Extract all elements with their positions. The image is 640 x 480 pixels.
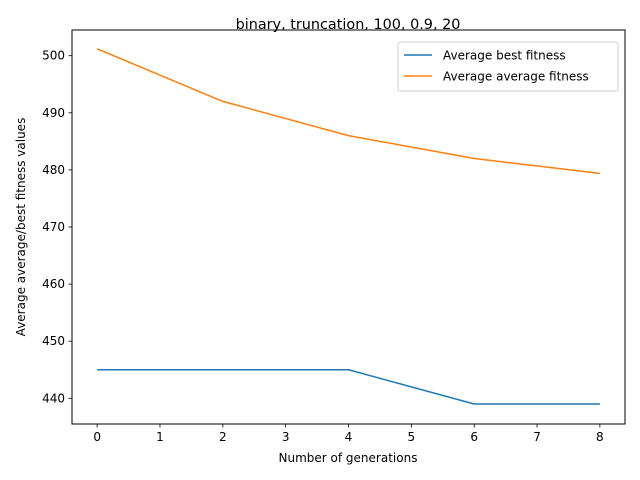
y-axis-title: Average average/best fitness values	[14, 118, 28, 337]
y-tick-label: 490	[42, 106, 65, 120]
axes-frame	[71, 29, 626, 425]
y-tick-label: 500	[42, 49, 65, 63]
plot-area: 0 1 2 3 4 5 6 7 8 440 450 460 470 480 490 500	[42, 48, 604, 444]
x-tick-label: 8	[596, 430, 604, 444]
series-line-2	[96, 48, 600, 175]
x-tick-label: 3	[282, 430, 290, 444]
series-line-1	[97, 369, 600, 405]
legend: Average best fitness Average average fitn…	[397, 41, 619, 92]
chart-title: binary, truncation, 100, 0.9, 20	[236, 17, 461, 33]
y-tick-label: 460	[42, 277, 65, 291]
x-tick-label: 2	[219, 430, 227, 444]
legend-box	[397, 41, 619, 92]
y-tick-label: 450	[42, 334, 65, 348]
x-tick-label: 1	[156, 430, 164, 444]
y-tick-label: 480	[42, 163, 65, 177]
x-tick-label: 5	[408, 430, 416, 444]
legend-label-1: Average best fitness	[443, 49, 566, 63]
x-tick-label: 7	[533, 430, 541, 444]
x-axis-title: Number of generations	[279, 451, 418, 465]
legend-label-2: Average average fitness	[443, 70, 589, 84]
y-tick-label: 440	[42, 391, 65, 405]
y-tick-label: 470	[42, 220, 65, 234]
x-tick-label: 6	[470, 430, 478, 444]
x-tick-label: 0	[93, 430, 101, 444]
x-tick-label: 4	[345, 430, 353, 444]
